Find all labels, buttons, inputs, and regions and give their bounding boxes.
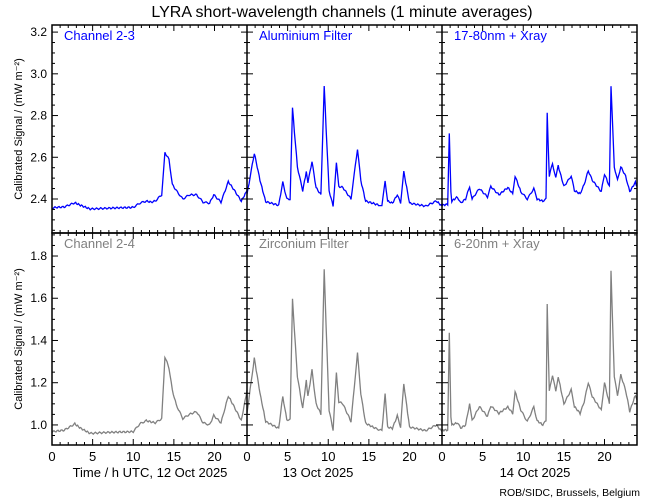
y-axis-label-top: Calibrated Signal / (mW m⁻²) <box>13 58 25 200</box>
x-tick-label: 15 <box>557 449 571 464</box>
chart-title: LYRA short-wavelength channels (1 minute… <box>151 4 532 21</box>
x-tick-label: 20 <box>207 449 221 464</box>
x-tick-label: 5 <box>89 449 96 464</box>
x-tick-label: 10 <box>321 449 335 464</box>
panel-label: Zirconium Filter <box>259 236 349 251</box>
x-axis-label-day2: 13 Oct 2025 <box>283 465 354 480</box>
y-tick-label: 2.4 <box>30 192 47 206</box>
y-tick-label: 1.6 <box>30 291 47 305</box>
panel-label: 6-20nm + Xray <box>454 236 540 251</box>
x-tick-label: 20 <box>597 449 611 464</box>
series-line-3 <box>441 86 638 207</box>
x-tick-label: 10 <box>516 449 530 464</box>
x-tick-label: 10 <box>126 449 140 464</box>
panel-label: Channel 2-4 <box>64 236 135 251</box>
series-line-6 <box>441 270 638 432</box>
y-axis-label-bottom: Calibrated Signal / (mW m⁻²) <box>13 268 25 410</box>
panel-label: Aluminium Filter <box>259 28 353 43</box>
x-axis-label-day3: 14 Oct 2025 <box>500 465 571 480</box>
x-axis-label-day1: Time / h UTC, 12 Oct 2025 <box>73 465 228 480</box>
credit-text: ROB/SIDC, Brussels, Belgium <box>499 487 640 499</box>
y-tick-label: 2.6 <box>30 150 47 164</box>
x-tick-label: 15 <box>362 449 376 464</box>
y-tick-label: 1.2 <box>30 376 47 390</box>
y-tick-label: 3.0 <box>30 67 47 81</box>
x-tick-label: 5 <box>284 449 291 464</box>
y-tick-label: 1.0 <box>30 418 47 432</box>
series-line-1 <box>51 152 248 211</box>
series-line-5 <box>246 269 443 433</box>
series-line-4 <box>51 355 248 435</box>
row-frame <box>51 232 638 446</box>
x-tick-label: 0 <box>243 449 250 464</box>
row-frame <box>51 24 638 234</box>
y-tick-label: 1.4 <box>30 333 47 347</box>
y-tick-label: 1.8 <box>30 249 47 263</box>
panel-label: Channel 2-3 <box>64 28 135 43</box>
x-tick-label: 15 <box>167 449 181 464</box>
x-tick-label: 20 <box>402 449 416 464</box>
y-tick-label: 3.2 <box>30 25 47 39</box>
panel-label: 17-80nm + Xray <box>454 28 547 43</box>
x-tick-label: 0 <box>48 449 55 464</box>
x-tick-label: 0 <box>438 449 445 464</box>
x-tick-label: 5 <box>479 449 486 464</box>
series-line-2 <box>246 85 443 208</box>
y-tick-label: 2.8 <box>30 109 47 123</box>
